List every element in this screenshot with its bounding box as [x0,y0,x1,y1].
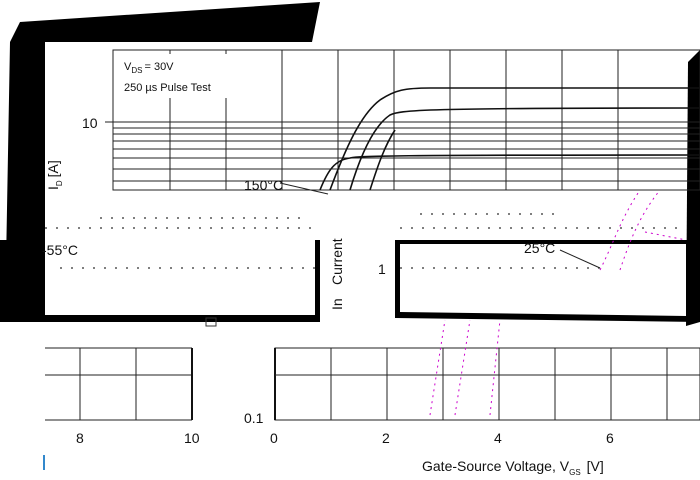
dashed-line [100,213,560,219]
bottom-grid-right [274,347,700,421]
note-box [118,54,238,98]
distorted-curve [429,319,501,416]
rotated-label: Current [329,238,345,285]
garbled-label: In [329,298,345,310]
distorted-curve [599,189,687,271]
y-tick-label: 0.1 [244,410,264,426]
x-label: Gate-Source Voltage, VGS [V] [422,458,604,477]
temp-label: 150°C [244,177,283,193]
note: 250 µs Pulse Test [124,82,211,94]
curve [369,129,396,191]
x-tick-label: 2 [382,430,390,446]
note: VDS = 30V [124,61,174,75]
temp-label: 25°C [524,240,555,256]
y-tick-label: 1 [378,261,386,277]
y-tick-label: 10 [82,115,98,131]
x-tick-label: 10 [184,430,200,446]
y-label: ID[A] [45,160,64,190]
curve [319,154,700,191]
x-tick-label: 0 [270,430,278,446]
x-tick-label: 6 [606,430,614,446]
icon [205,317,217,327]
mid-panel [400,244,686,316]
leader-line [559,249,601,269]
bottom-grid-left [45,347,193,421]
x-tick-label: 4 [494,430,502,446]
mid-panel [45,240,315,315]
temp-label: -55°C [42,242,78,258]
x-tick-label: 8 [76,430,84,446]
curve [349,107,700,191]
curve [329,87,700,191]
leader-line [279,182,329,195]
